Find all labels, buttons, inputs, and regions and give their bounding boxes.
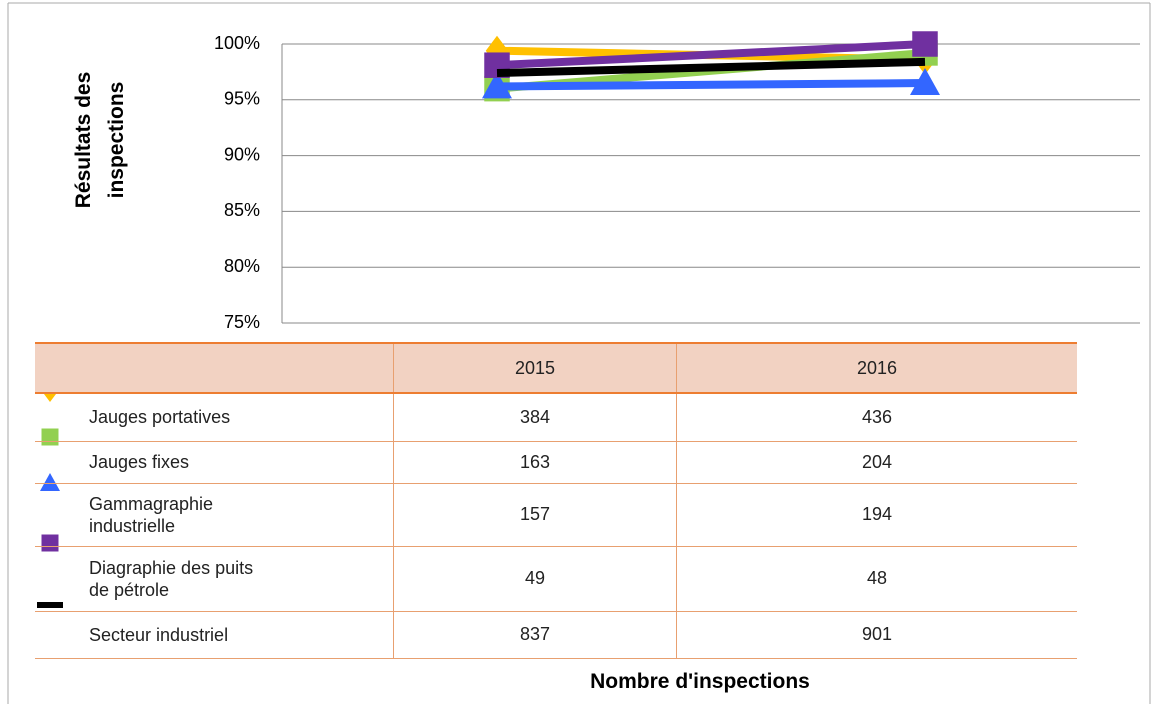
header-cell: 2015 [393,342,677,394]
header-cell: 2016 [676,342,1077,394]
y-tick-label: 90% [224,144,260,164]
y-axis-title: Résultats des inspections [72,71,128,209]
row-label-cell: Gammagraphie industrielle [35,483,394,547]
data-point [912,31,938,57]
count-cell: 384 [393,393,677,442]
row-label: Jauges portatives [89,407,231,428]
count-cell: 901 [676,611,1077,659]
data-table: 2015 2016 Jauges portatives 384 436 Jauges … [35,342,1077,659]
table-row: Jauges portatives 384 436 [35,393,1077,442]
data-point [910,68,940,96]
table-header: 2015 2016 [35,342,1077,394]
y-tick-label: 80% [224,256,260,276]
y-tick-label: 95% [224,89,260,109]
row-label: Gammagraphie industrielle [89,493,214,536]
count-cell: 157 [393,483,677,547]
header-cell [35,342,394,394]
series-line [496,40,926,70]
row-label: Jauges fixes [89,452,190,472]
row-label-cell: Jauges fixes [35,441,394,484]
table-row: Diagraphie des puits de pétrole 49 48 [35,546,1077,612]
row-label: Diagraphie des puits de pétrole [89,557,254,600]
row-label-cell: Diagraphie des puits de pétrole [35,546,394,612]
row-label: Secteur industriel [89,624,229,645]
count-cell: 194 [676,483,1077,547]
count-cell: 837 [393,611,677,659]
count-cell: 48 [676,546,1077,612]
series-line [496,79,926,91]
count-cell: 436 [676,393,1077,442]
data-point [482,71,512,99]
x-axis-title: Nombre d'inspections [590,670,810,693]
count-cell: 163 [393,441,677,484]
y-tick-label: 75% [224,312,260,332]
count-cell: 49 [393,546,677,612]
row-label-cell: Secteur industriel [35,611,394,659]
table-row: Secteur industriel 837 901 [35,611,1077,659]
series-line [496,57,926,78]
table-row: Jauges fixes 163 204 [35,441,1077,484]
y-tick-label: 100% [214,33,260,53]
count-cell: 204 [676,441,1077,484]
y-tick-label: 85% [224,200,260,220]
row-label-cell: Jauges portatives [35,393,394,442]
table-row: Gammagraphie industrielle 157 194 [35,483,1077,547]
